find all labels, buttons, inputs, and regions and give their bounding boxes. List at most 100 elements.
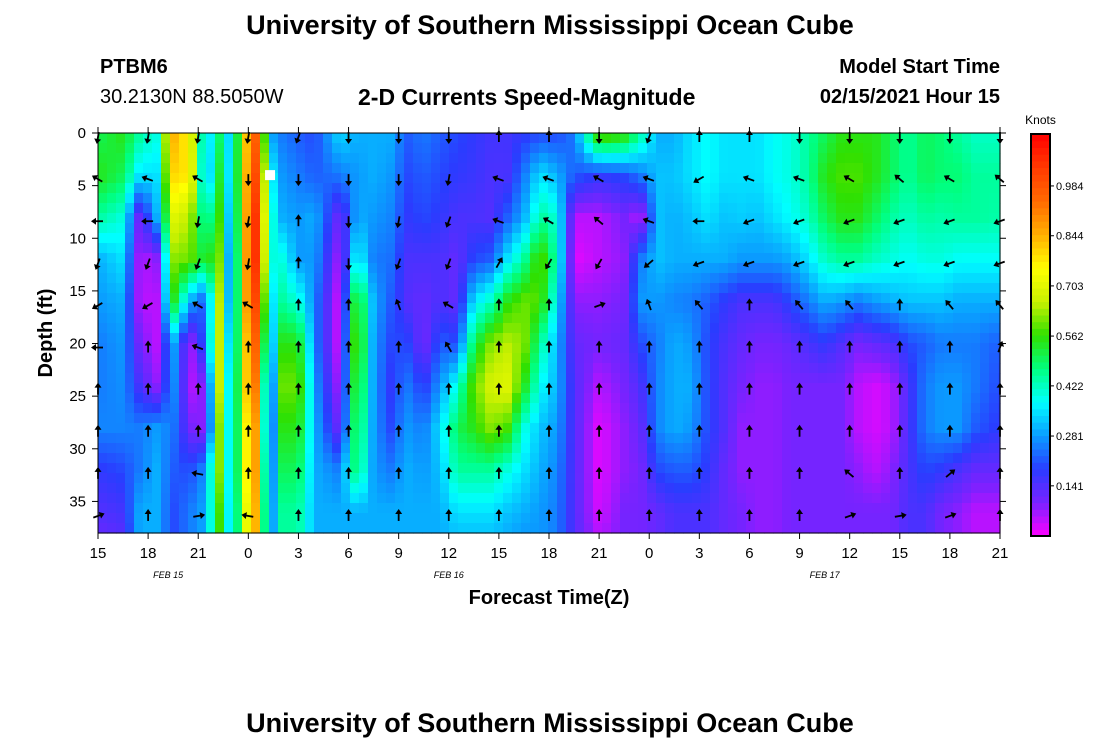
heatmap-cell — [323, 503, 333, 514]
heatmap-cell — [602, 513, 612, 524]
heatmap-cell — [323, 323, 333, 334]
heatmap-cell — [908, 173, 918, 184]
current-arrow — [943, 175, 955, 183]
heatmap-cell — [197, 423, 207, 434]
heatmap-cell — [539, 453, 549, 464]
y-tick-label: 10 — [69, 230, 86, 247]
heatmap-cell — [782, 203, 792, 214]
heatmap-cell — [800, 433, 810, 444]
heatmap-cell — [647, 503, 657, 514]
heatmap-cell — [530, 163, 540, 174]
heatmap-cell — [458, 453, 468, 464]
heatmap-cell — [404, 203, 414, 214]
heatmap-cell — [809, 323, 819, 334]
heatmap-cell — [773, 173, 783, 184]
heatmap-cell — [728, 243, 738, 254]
current-arrow — [593, 175, 604, 183]
heatmap-cell — [872, 163, 882, 174]
heatmap-cell — [404, 383, 414, 394]
heatmap-cell — [287, 283, 297, 294]
heatmap-cell — [215, 413, 225, 424]
heatmap-cell — [233, 493, 243, 504]
heatmap-cell — [287, 443, 297, 454]
heatmap-cell — [323, 433, 333, 444]
heatmap-cell — [935, 143, 945, 154]
heatmap-cell — [152, 463, 162, 474]
current-arrow — [792, 175, 805, 182]
heatmap-cell — [341, 293, 351, 304]
heatmap-cell — [980, 133, 990, 144]
heatmap-cell — [602, 283, 612, 294]
heatmap-cell — [647, 463, 657, 474]
heatmap-cell — [161, 193, 171, 204]
heatmap-cell — [413, 333, 423, 344]
heatmap-cell — [854, 193, 864, 204]
date-label: FEB 17 — [810, 570, 841, 580]
heatmap-cell — [107, 403, 117, 414]
heatmap-cell — [422, 193, 432, 204]
heatmap-cell — [467, 443, 477, 454]
heatmap-cell — [899, 313, 909, 324]
heatmap-cell — [377, 153, 387, 164]
heatmap-cell — [431, 323, 441, 334]
heatmap-cell — [872, 153, 882, 164]
heatmap-cell — [899, 343, 909, 354]
current-arrow — [144, 340, 152, 353]
heatmap-cell — [674, 273, 684, 284]
heatmap-cell — [206, 263, 216, 274]
heatmap-cell — [962, 363, 972, 374]
heatmap-cell — [845, 473, 855, 484]
heatmap-cell — [611, 453, 621, 464]
x-tick-label: 18 — [541, 545, 558, 562]
heatmap-cell — [881, 183, 891, 194]
heatmap-cell — [125, 363, 135, 374]
heatmap-cell — [584, 183, 594, 194]
heatmap-cell — [377, 233, 387, 244]
heatmap-cell — [206, 153, 216, 164]
heatmap-cell — [881, 353, 891, 364]
heatmap-cell — [638, 213, 648, 224]
heatmap-cell — [350, 133, 360, 144]
heatmap-cell — [395, 353, 405, 364]
heatmap-cell — [215, 143, 225, 154]
heatmap-cell — [260, 263, 270, 274]
heatmap-cell — [179, 133, 189, 144]
heatmap-cell — [782, 523, 792, 534]
heatmap-cell — [125, 163, 135, 174]
heatmap-cell — [755, 213, 765, 224]
heatmap-cell — [278, 393, 288, 404]
heatmap-cell — [665, 503, 675, 514]
heatmap-cell — [125, 443, 135, 454]
heatmap-cell — [548, 473, 558, 484]
heatmap-cell — [530, 133, 540, 144]
heatmap-cell — [557, 463, 567, 474]
heatmap-cell — [350, 373, 360, 384]
heatmap-cell — [377, 193, 387, 204]
heatmap-cell — [674, 303, 684, 314]
heatmap-cell — [746, 493, 756, 504]
heatmap-cell — [98, 403, 108, 414]
heatmap-cell — [908, 503, 918, 514]
heatmap-cell — [278, 503, 288, 514]
heatmap-cell — [611, 223, 621, 234]
heatmap-cell — [782, 233, 792, 244]
heatmap-cell — [818, 413, 828, 424]
heatmap-cell — [890, 523, 900, 534]
heatmap-cell — [107, 293, 117, 304]
heatmap-cell — [737, 203, 747, 214]
heatmap-cell — [917, 363, 927, 374]
heatmap-cell — [971, 473, 981, 484]
heatmap-cell — [197, 293, 207, 304]
heatmap-cell — [269, 203, 279, 214]
heatmap-cell — [692, 203, 702, 214]
heatmap-cell — [926, 303, 936, 314]
heatmap-cell — [548, 363, 558, 374]
heatmap-cell — [665, 333, 675, 344]
heatmap-cell — [719, 233, 729, 244]
heatmap-cell — [557, 253, 567, 264]
heatmap-cell — [872, 273, 882, 284]
heatmap-cell — [557, 163, 567, 174]
heatmap-cell — [152, 363, 162, 374]
heatmap-cell — [971, 423, 981, 434]
heatmap-cell — [836, 423, 846, 434]
